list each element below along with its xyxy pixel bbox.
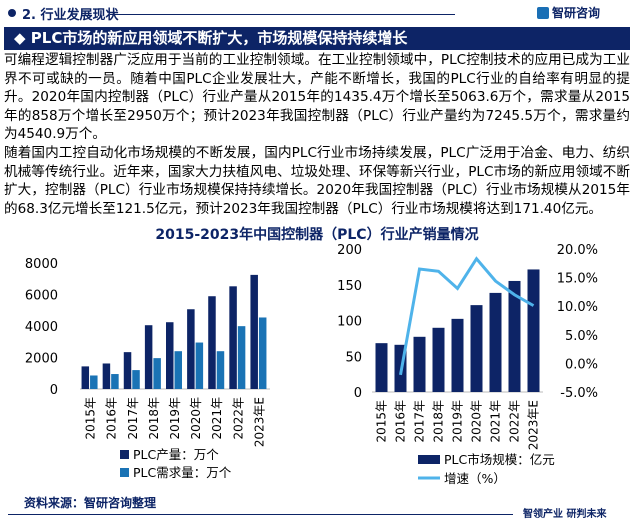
y-tick-label: 100 [337,315,362,330]
x-tick-label: 2021年 [489,400,503,443]
y2-tick-label: 10.0% [557,300,598,315]
slogan: 智领产业 研判未来 [523,509,607,520]
body-text: 可编程逻辑控制器广泛应用于当前的工业控制领域。在工业控制领域中，PLC控制技术的… [4,51,630,218]
y-tick-label: 4000 [25,320,58,335]
logo-text: 智研咨询 [552,6,601,20]
x-tick-label: 2018年 [432,400,446,443]
chart-title: 2015-2023年中国控制器（PLC）行业产销量情况 [155,227,479,243]
bar-production [187,309,195,389]
legend-swatch [120,450,129,459]
x-tick-label: 2023年E [252,397,266,447]
x-tick-label: 2023年E [527,400,541,450]
bar-market-size [470,305,483,392]
footer-divider [8,514,513,515]
logo-icon [537,6,549,19]
y-tick-label: 0 [50,383,58,398]
bar-production [229,286,237,389]
bar-demand [195,342,204,389]
page-title: ◆ PLC市场的新应用领域不断扩大，市场规模保持持续增长 [4,27,630,50]
bar-production [102,363,111,389]
legend-swatch [418,455,440,464]
bar-production [166,322,174,389]
bar-demand [237,326,246,389]
x-tick-label: 2021年 [210,397,224,440]
bar-demand [111,374,119,389]
bar-market-size [413,336,426,392]
legend-swatch [120,468,129,477]
legend-label: PLC产量：万个 [133,447,219,462]
bar-market-size [527,269,540,392]
section-title: 2. 行业发展现状 [22,8,119,23]
x-tick-label: 2015年 [84,397,98,440]
y2-tick-label: 15.0% [557,272,598,287]
growth-line [399,256,535,376]
paragraph: 随着国内工控自动化市场规模的不断发展，国内PLC行业市场持续发展，PLC广泛用于… [4,144,630,217]
legend-label: 增速（%） [444,471,506,486]
source-note: 资料来源：智研咨询整理 [24,496,157,510]
x-tick-label: 2015年 [375,400,389,443]
x-tick-label: 2018年 [147,397,161,440]
x-tick-label: 2017年 [126,397,140,440]
page-title-text: PLC市场的新应用领域不断扩大，市场规模保持持续增长 [30,29,408,47]
y-tick-label: 2000 [25,352,58,367]
bar-production [81,366,90,389]
logo: 智研咨询 [537,4,600,21]
bar-market-size [432,327,445,392]
x-tick-label: 2016年 [105,397,119,440]
bar-market-size [375,343,388,392]
bar-demand [258,317,267,389]
bar-demand [153,358,161,389]
bar-production [208,296,216,389]
y-tick-label: 8000 [25,257,58,272]
y2-tick-label: 5.0% [565,329,598,344]
y-tick-label: 6000 [25,289,58,304]
y2-tick-label: 0.0% [565,357,598,372]
bar-demand [90,375,98,389]
x-tick-label: 2022年 [231,397,245,440]
y-tick-label: 50 [345,350,362,365]
y-tick-label: 150 [337,279,362,294]
bar-market-size [489,292,502,392]
paragraph: 可编程逻辑控制器广泛应用于当前的工业控制领域。在工业控制领域中，PLC控制技术的… [4,52,630,143]
bullet-icon [8,9,16,17]
x-tick-label: 2016年 [394,400,408,443]
divider [110,14,455,15]
legend-label: PLC需求量：万个 [133,465,232,480]
bar-production [123,352,132,389]
x-tick-label: 2017年 [413,400,427,443]
bar-production [144,325,153,389]
bar-demand [216,351,225,389]
bar-demand [132,370,140,389]
y2-tick-label: -5.0% [560,386,598,401]
x-tick-label: 2020年 [470,400,484,443]
y-tick-label: 200 [337,243,362,258]
bar-demand [174,351,182,389]
legend-label: PLC市场规模：亿元 [444,452,555,467]
bar-market-size [508,280,521,392]
y-tick-label: 0 [354,386,362,401]
x-tick-label: 2020年 [189,397,203,440]
bar-market-size [451,318,464,392]
y2-tick-label: 20.0% [557,243,598,258]
x-tick-label: 2022年 [508,400,522,443]
bar-production [250,274,258,389]
header: 2. 行业发展现状 智研咨询 [0,0,634,26]
x-tick-label: 2019年 [168,397,182,440]
x-tick-label: 2019年 [451,400,465,443]
